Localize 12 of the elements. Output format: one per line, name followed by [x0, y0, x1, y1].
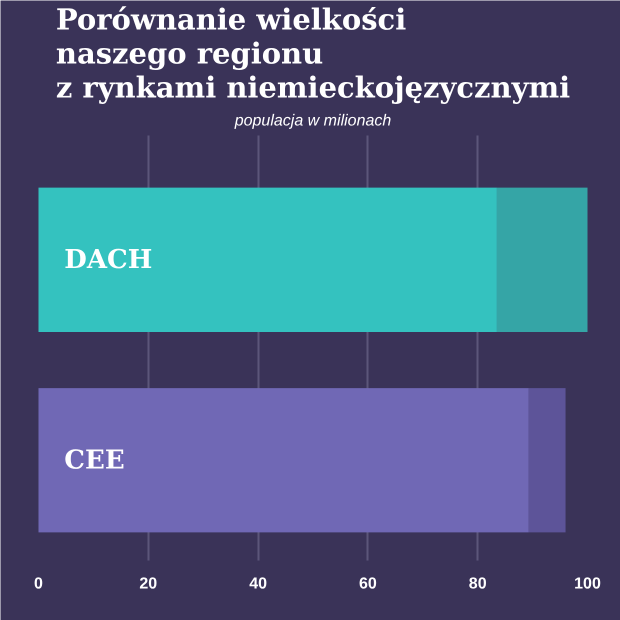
- x-tick-label: 80: [468, 576, 487, 592]
- chart-subtitle: populacja w milionach: [234, 112, 392, 130]
- x-tick-label: 0: [34, 576, 44, 592]
- x-tick-label: 40: [249, 576, 268, 592]
- chart-title: Porównanie wielkości naszego regionu z rynkami niemieckojęzycznymi: [56, 2, 570, 104]
- x-tick-label: 20: [139, 576, 158, 592]
- bar: [496, 188, 588, 332]
- x-tick-label: 100: [574, 576, 601, 592]
- bar: [528, 388, 566, 532]
- y-tick-label: CEE: [64, 445, 125, 476]
- x-tick-label: 60: [359, 576, 377, 592]
- y-tick-label: DACH: [64, 244, 152, 275]
